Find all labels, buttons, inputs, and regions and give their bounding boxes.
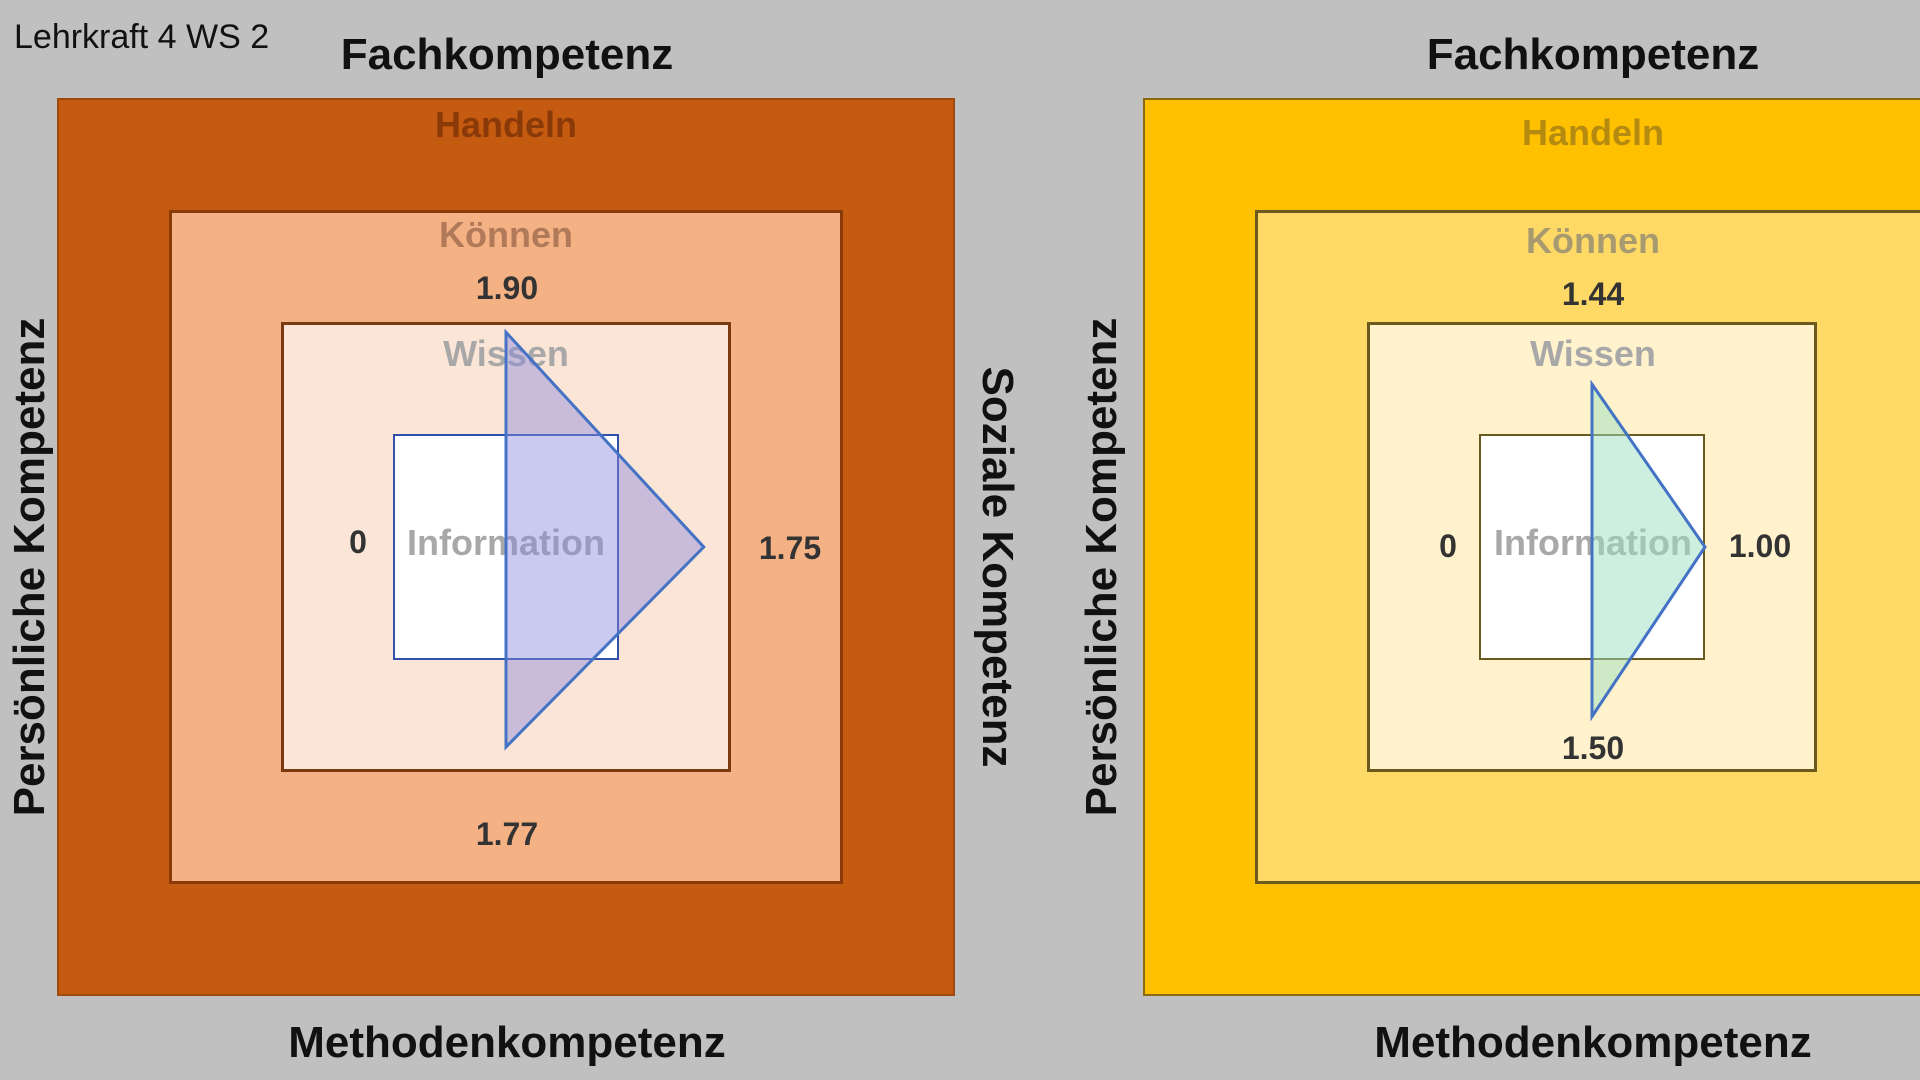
- label-handeln-left: Handeln: [434, 104, 577, 145]
- axis-bottom-left: Methodenkompetenz: [288, 1018, 726, 1067]
- caption: Lehrkraft 4 WS 2: [14, 18, 270, 56]
- label-wissen-left: Wissen: [443, 333, 569, 374]
- axis-top-right: Fachkompetenz: [1426, 30, 1760, 79]
- axis-left-left: Persönliche Kompetenz: [5, 317, 54, 817]
- value-bottom-right: 1.50: [1561, 730, 1625, 766]
- label-koennen-left: Können: [439, 214, 573, 255]
- value-right-right: 1.00: [1728, 528, 1792, 564]
- value-left-left: 0: [349, 524, 367, 560]
- axis-right-left: Soziale Kompetenz: [973, 366, 1022, 768]
- value-top-left: 1.90: [475, 270, 539, 306]
- axis-top-left: Fachkompetenz: [340, 30, 674, 79]
- value-right-left: 1.75: [758, 530, 822, 566]
- label-handeln-right: Handeln: [1521, 112, 1664, 153]
- value-left-right: 0: [1439, 528, 1457, 564]
- label-koennen-right: Können: [1526, 220, 1660, 261]
- axis-left-right: Persönliche Kompetenz: [1077, 317, 1126, 817]
- value-bottom-left: 1.77: [475, 816, 539, 852]
- value-top-right: 1.44: [1561, 276, 1625, 312]
- label-wissen-right: Wissen: [1530, 333, 1656, 374]
- axis-bottom-right: Methodenkompetenz: [1374, 1018, 1812, 1067]
